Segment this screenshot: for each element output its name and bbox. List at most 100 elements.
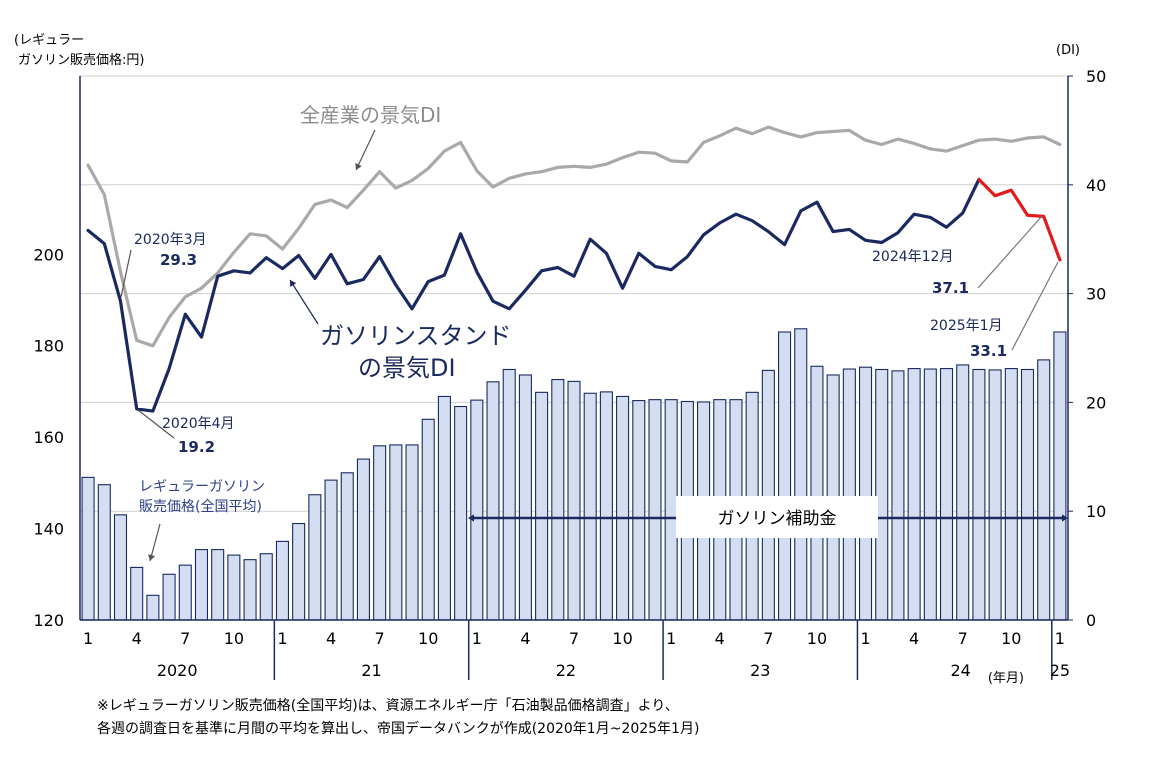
price-bar: [778, 331, 792, 621]
price-bar: [130, 566, 144, 621]
x-month-label: 4: [909, 629, 919, 648]
price-bar: [227, 554, 241, 621]
price-bar: [988, 369, 1002, 621]
x-year-label: 2020: [157, 661, 198, 680]
x-year-label: 22: [556, 661, 576, 680]
price-bar: [956, 364, 970, 621]
price-bar: [502, 368, 516, 621]
price-bar: [842, 368, 856, 621]
right-axis-title: (DI): [1056, 43, 1080, 58]
price-bar: [421, 418, 435, 621]
annotation-mar2020-date: 2020年3月: [134, 232, 207, 248]
price-bar: [178, 564, 192, 621]
annotation-apr2020-date: 2020年4月: [162, 416, 235, 432]
footnote-line: ※レギュラーガソリン販売価格(全国平均)は、資源エネルギー庁「石油製品価格調査」…: [97, 697, 679, 714]
footnote-line: 各週の調査日を基準に月間の平均を算出し、帝国データバンクが作成(2020年1月~…: [97, 720, 699, 737]
x-month-label: 1: [472, 629, 482, 648]
x-month-label: 1: [277, 629, 287, 648]
price-bar: [275, 540, 290, 621]
price-bar: [875, 368, 889, 621]
x-month-label: 4: [326, 629, 336, 648]
x-month-label: 7: [569, 629, 579, 648]
x-year-label: 21: [361, 661, 381, 680]
subsidy-arrowhead-left: [468, 514, 474, 522]
price-bar: [389, 444, 403, 621]
x-month-label: 1: [860, 629, 870, 648]
right-tick-label: 40: [1086, 176, 1106, 195]
subsidy-label: ガソリン補助金: [718, 509, 837, 529]
gas-station-di-recent-line: [977, 177, 1062, 262]
price-bar: [324, 479, 338, 621]
gas-station-di-line: [86, 177, 981, 413]
all-industry-di-arrowhead: [355, 163, 362, 170]
x-month-label: 4: [715, 629, 725, 648]
di-lines: [86, 125, 1062, 413]
price-bar: [632, 400, 646, 621]
price-bar: [454, 405, 468, 621]
left-tick-label: 160: [33, 428, 64, 447]
price-bars: [81, 328, 1067, 621]
x-month-label: 1: [666, 629, 676, 648]
annotation-leader: [120, 249, 132, 298]
price-bar: [567, 380, 581, 621]
price-bar: [437, 395, 451, 621]
x-unit-label: (年月): [988, 671, 1024, 686]
right-tick-label: 10: [1086, 502, 1106, 521]
subsidy-arrowhead-right: [1062, 514, 1068, 522]
price-bar: [259, 553, 273, 621]
price-bar: [858, 366, 873, 621]
left-tick-label: 180: [33, 337, 64, 356]
x-month-label: 10: [1001, 629, 1021, 648]
annotation-mar2020-value: 29.3: [160, 251, 197, 269]
annotation-dec2024-date: 2024年12月: [872, 249, 953, 265]
price-bar: [211, 549, 225, 621]
annotation-apr2020-value: 19.2: [178, 438, 215, 456]
price-bar: [292, 522, 306, 621]
price-bar: [923, 368, 937, 621]
price-bar: [664, 399, 678, 621]
price-label: レギュラーガソリン: [139, 479, 265, 495]
price-bar: [470, 399, 484, 621]
price-bar: [794, 328, 808, 621]
price-bar: [972, 368, 986, 621]
price-bar: [907, 368, 921, 621]
annotation-leader: [977, 215, 1043, 289]
price-bar: [939, 368, 954, 621]
x-year-label: 24: [950, 661, 970, 680]
x-month-label: 7: [958, 629, 968, 648]
price-bar: [535, 391, 549, 621]
price-bar: [81, 476, 95, 621]
left-tick-label: 200: [33, 245, 64, 264]
annotation-jan2025-value: 33.1: [970, 342, 1007, 360]
annotation-jan2025-date: 2025年1月: [930, 318, 1003, 334]
left-tick-label: 140: [33, 520, 64, 539]
x-month-label: 7: [763, 629, 773, 648]
gas-station-di-arrowhead: [290, 280, 297, 287]
x-month-label: 7: [375, 629, 385, 648]
price-bar: [113, 514, 128, 621]
x-month-label: 10: [612, 629, 632, 648]
subsidy-label-box: [676, 496, 878, 538]
gas-station-di-label: ガソリンスタンド: [320, 322, 512, 350]
price-bar: [308, 494, 322, 621]
all-industry-di-line: [86, 125, 1062, 348]
price-bar: [373, 445, 387, 621]
price-bar: [405, 444, 419, 621]
price-bar: [146, 594, 160, 621]
price-bar: [194, 549, 209, 621]
all-industry-di-arrow: [355, 129, 376, 171]
right-tick-label: 50: [1086, 67, 1106, 86]
price-label-arrowhead: [148, 554, 156, 561]
annotation-leader: [1011, 261, 1059, 351]
price-bar: [599, 391, 613, 621]
x-month-label: 4: [520, 629, 530, 648]
price-label-arrow: [149, 523, 161, 562]
price-bar: [1004, 368, 1018, 621]
all-industry-di-label: 全産業の景気DI: [300, 103, 441, 127]
price-bar: [518, 374, 532, 621]
left-tick-label: 120: [33, 611, 64, 630]
gas-station-di-label: の景気DI: [358, 354, 456, 382]
chart-labels: 2020年3月 29.3 2020年4月 19.2 2024年12月 37.1 2025年1…: [97, 103, 1068, 737]
price-bar: [648, 399, 662, 621]
